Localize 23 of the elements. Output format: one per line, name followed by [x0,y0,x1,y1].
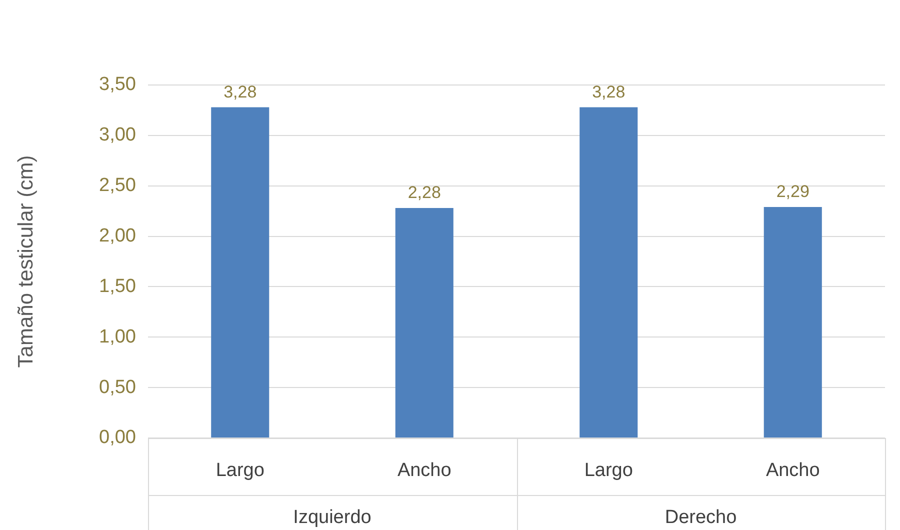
data-label: 2,29 [776,182,810,202]
y-tick-label: 1,00 [99,326,136,348]
text: Izquierdo [293,507,372,528]
bar [764,207,822,438]
y-tick-label: 1,50 [99,276,136,297]
data-label: 3,28 [224,82,257,102]
bar [395,208,454,438]
bar [211,107,270,438]
y-tick-label: 0,50 [99,376,136,398]
data-label: 2,28 [408,183,441,202]
y-tick-label: 3,00 [99,124,136,146]
x-tick-label: Ancho [397,460,452,482]
bar [580,107,638,438]
x-tick-label: Ancho [766,460,820,482]
text: Derecho [664,507,737,528]
data-label: 3,28 [592,82,626,102]
x-tick-label: Largo [216,460,264,482]
y-tick-label: 2,50 [99,175,136,196]
y-tick-label: 3,50 [99,74,136,96]
y-axis-title: Tamaño testicular (cm) [14,155,38,368]
y-tick-label: 2,00 [99,226,136,247]
y-tick-label: 0,00 [99,427,136,448]
x-tick-label: Largo [584,460,633,482]
